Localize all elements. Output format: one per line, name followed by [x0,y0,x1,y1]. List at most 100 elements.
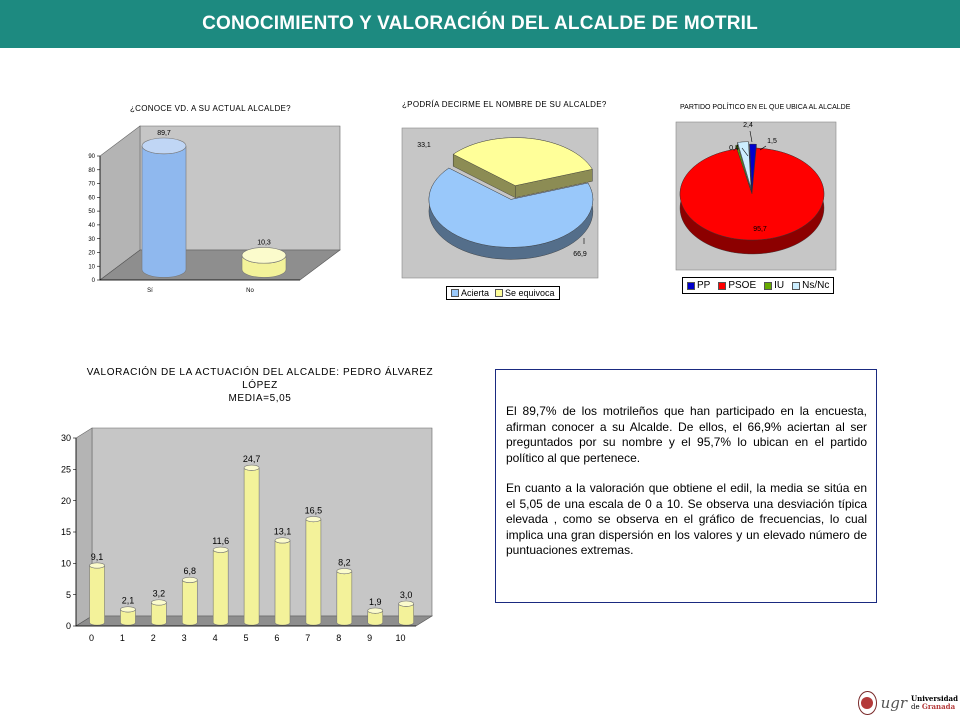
summary-paragraph-1: El 89,7% de los motrileños que han parti… [506,404,867,465]
bar-top [151,599,167,606]
pie-slice-wall [510,182,589,212]
legend-swatch-pp [687,281,695,290]
chart-valoracion-title: VALORACIÓN DE LA ACTUACIÓN DEL ALCALDE: … [80,366,440,405]
y-tick-label: 70 [88,182,95,188]
y-tick-label: 20 [88,251,95,257]
data-label: 13,1 [274,527,292,537]
bar-top [305,516,322,523]
x-tick-label: 3 [182,633,187,643]
bar [305,518,322,626]
legend-swatch-acierta [451,289,459,297]
data-label: 95,7 [753,226,767,233]
chart-back-wall [139,125,341,251]
leader-line [741,147,749,157]
university-seal-icon [858,691,877,715]
x-tick-label: 8 [336,633,341,643]
legend-item-iu: IU [764,280,784,291]
pie-slice-wall [737,142,752,202]
legend-label-iu: IU [774,280,785,291]
bar-top [141,137,187,155]
chart-floor [74,615,434,627]
x-tick-label: 7 [305,633,310,643]
data-label: 9,1 [91,552,104,562]
bar-top [181,576,198,583]
x-tick-label: 1 [120,633,125,643]
legend-label-acierta: Acierta [461,288,490,298]
legend-item-pp: PP [687,280,710,291]
chart-partido-legend: PP PSOE IU Ns/Nc [682,277,835,294]
data-label: 3,2 [153,589,166,599]
pie-slice-side [749,143,757,159]
pie-slice-wall [751,148,757,209]
pie-slice-side [737,141,749,157]
logo-line1: Universidad [911,694,958,703]
bar-top [367,607,384,614]
data-label: 0,4 [729,145,739,152]
x-tick-label: 9 [367,633,372,643]
bar-top [212,546,229,553]
pie-slice-wall [515,168,593,198]
y-tick-label: 40 [88,223,95,229]
legend-swatch-se-equivoca [495,289,504,297]
pie-slice-side [679,147,825,255]
bar-top [274,537,291,544]
chart-valoracion-title-line3: MEDIA=5,05 [228,393,292,404]
chart-conoce-title: ¿CONOCE VD. A SU ACTUAL ALCALDE? [130,104,291,113]
logo-line2-prefix: de [911,703,920,711]
legend-label-se-equivoca: Se equivoca [505,288,555,298]
data-label: 89,7 [157,130,171,137]
legend-label-pp: PP [697,280,711,291]
bar-top [398,600,414,607]
x-tick-label: 5 [243,633,248,643]
leader-line [749,130,753,143]
bar-top [89,562,105,569]
pie-slice [679,147,825,241]
bar-top [120,606,136,613]
header-bar: CONOCIMIENTO Y VALORACIÓN DEL ALCALDE DE… [0,0,960,48]
x-tick-label: 4 [213,633,218,643]
summary-paragraph-2: En cuanto a la valoración que obtiene el… [506,481,867,557]
pie-slice-side [735,144,738,160]
bar [120,609,136,626]
pie-slice [452,137,593,186]
legend-item-psoe: PSOE [718,280,756,291]
legend-swatch-psoe [718,281,727,290]
pie-slice-wall [735,145,752,205]
bar [89,565,105,626]
pie-slice [749,143,757,191]
y-tick-label: 15 [61,527,71,537]
data-label: 2,1 [122,596,135,606]
bar [151,602,167,626]
x-tick-label: 6 [274,633,279,643]
chart-valoracion-title-line2: LÓPEZ [242,380,278,391]
x-tick-label: 0 [89,633,94,643]
data-label: 6,8 [184,566,197,576]
chart-partido-title: PARTIDO POLÍTICO EN EL QUE UBICA AL ALCA… [680,104,851,111]
bar [243,467,260,626]
y-tick-label: 25 [61,464,71,474]
y-tick-label: 0 [92,278,96,284]
y-tick-label: 10 [88,264,95,270]
university-logo: ugr Universidad de Granada [858,688,958,718]
data-label: 66,9 [573,251,587,258]
pie-slice-wall [736,148,753,209]
pie-slice [735,144,752,191]
logo-ugr-text: ugr [880,694,907,712]
y-tick-label: 30 [88,237,95,243]
chart-floor [99,249,341,281]
pie-slice [428,167,594,248]
bar [212,549,229,626]
y-tick-label: 60 [88,195,95,201]
y-tick-label: 5 [66,590,71,600]
chart-plot-frame [675,121,837,271]
legend-label-psoe: PSOE [728,280,757,291]
data-label: 11,6 [212,536,229,546]
x-tick-label: No [246,288,254,294]
chart-side-wall [99,125,141,281]
y-tick-label: 20 [61,496,71,506]
legend-swatch-nsnc [792,281,801,290]
pie-slice-wall [751,144,757,205]
pie-slice-wall [737,144,752,205]
chart-plot-frame [401,127,599,279]
chart-nombre-title: ¿PODRÍA DECIRME EL NOMBRE DE SU ALCALDE? [402,100,607,109]
